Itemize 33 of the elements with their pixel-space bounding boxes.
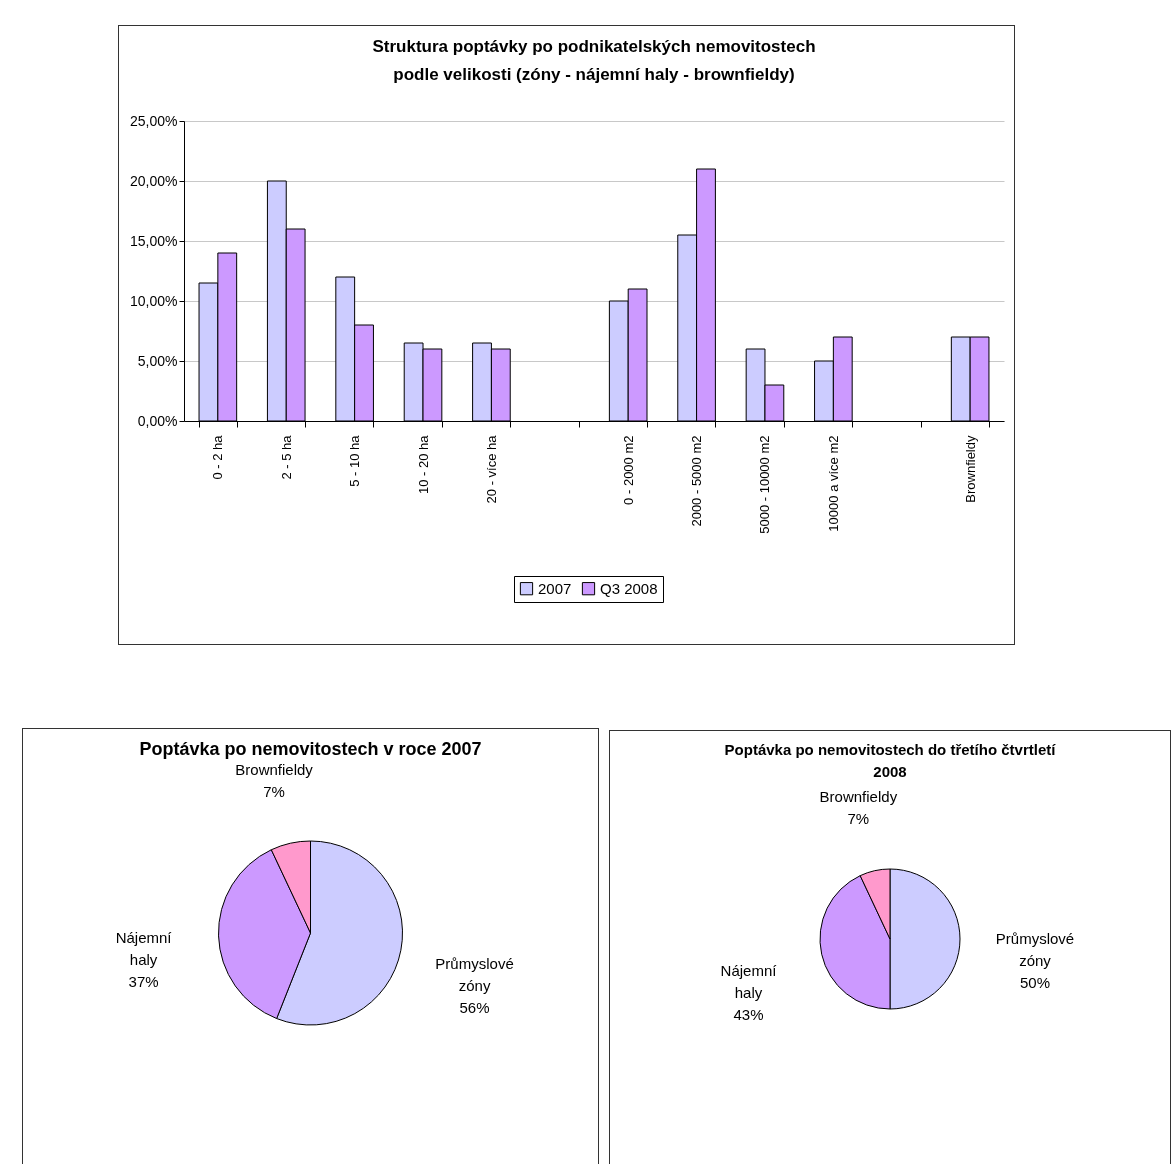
y-tick-label: 5,00% [137,352,178,369]
chart-title: Struktura poptávky po podnikatelských nemovitostech podle velikosti (zóny - nájemní haly - brownfieldy) [372,37,816,84]
slice-label: Nájemní haly [720,961,778,1001]
slice-label: Průmyslové zóny [435,955,514,995]
y-tick-label: 0,00% [137,412,178,429]
data-label: 7% [263,783,285,801]
data-label: 50% [1019,974,1051,991]
legend-label: Q3 2008 [600,579,658,597]
y-tick-label: 10,00% [130,292,178,309]
x-tick-label: 0 - 2 ha [210,434,226,480]
slice-label: Nájemní haly [115,929,173,969]
x-tick-label: 20 - více ha [483,434,499,504]
y-tick-label: 15,00% [130,232,178,249]
x-tick-label: 10 - 20 ha [415,434,431,495]
legend-label: 2007 [538,579,572,597]
chart-title: Poptávka po nemovitostech v roce 2007 [139,739,482,760]
slice-label: Brownfieldy [235,761,314,779]
data-label: 37% [128,973,159,991]
chart-title: Poptávka po nemovitostech do třetího čtvrtletí 2008 [724,741,1057,780]
x-tick-label: 5000 - 10000 m2 [757,435,773,534]
slice-label: Průmyslové zóny [995,930,1075,969]
data-label: 43% [733,1005,764,1023]
x-tick-label: 5 - 10 ha [347,434,363,487]
x-tick-label: Brownfieldy [962,435,978,503]
x-tick-label: 10000 a více m2 [825,435,841,532]
slice-label: Brownfieldy [819,788,898,806]
x-tick-label: 2 - 5 ha [278,434,294,480]
x-tick-label: 2000 - 5000 m2 [689,435,705,527]
data-label: 56% [459,999,490,1017]
y-tick-label: 25,00% [130,112,178,129]
x-tick-label: 0 - 2000 m2 [620,435,636,505]
y-tick-label: 20,00% [130,172,178,189]
data-label: 7% [847,810,870,828]
